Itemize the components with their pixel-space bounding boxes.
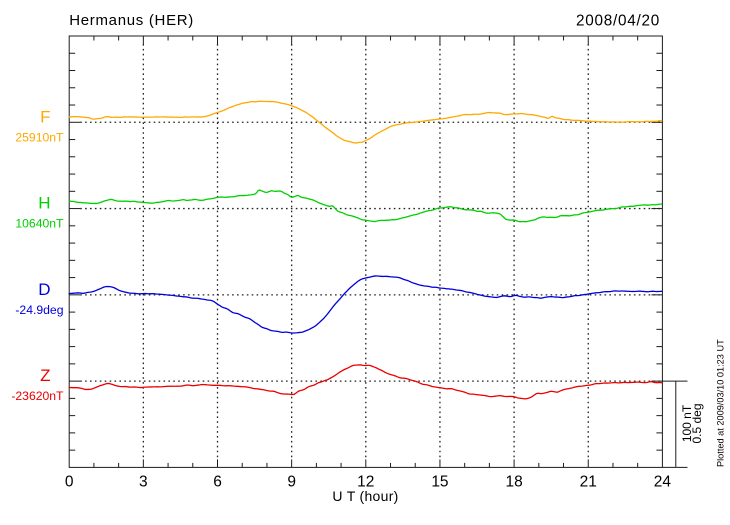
svg-text:H: H: [38, 194, 50, 213]
svg-text:-23620nT: -23620nT: [11, 389, 64, 403]
svg-text:25910nT: 25910nT: [15, 130, 64, 144]
svg-text:10640nT: 10640nT: [15, 217, 64, 231]
svg-text:12: 12: [357, 474, 374, 491]
svg-text:F: F: [40, 107, 50, 126]
svg-text:18: 18: [505, 474, 522, 491]
svg-text:100 nT: 100 nT: [680, 404, 694, 442]
svg-text:0: 0: [65, 474, 74, 491]
svg-text:Plotted at 2009/03/10 01:23 UT: Plotted at 2009/03/10 01:23 UT: [716, 339, 726, 467]
svg-text:U T (hour): U T (hour): [332, 488, 398, 504]
svg-text:15: 15: [431, 474, 448, 491]
svg-text:3: 3: [139, 474, 148, 491]
svg-text:24: 24: [654, 474, 672, 491]
svg-text:21: 21: [580, 474, 597, 491]
svg-text:Hermanus (HER): Hermanus (HER): [69, 12, 194, 29]
svg-text:0.5 deg: 0.5 deg: [690, 403, 704, 443]
svg-text:Z: Z: [40, 366, 50, 385]
svg-text:9: 9: [287, 474, 296, 491]
svg-text:2008/04/20: 2008/04/20: [576, 13, 660, 30]
svg-text:6: 6: [213, 474, 222, 491]
svg-text:D: D: [38, 280, 50, 299]
svg-text:-24.9deg: -24.9deg: [15, 303, 63, 317]
